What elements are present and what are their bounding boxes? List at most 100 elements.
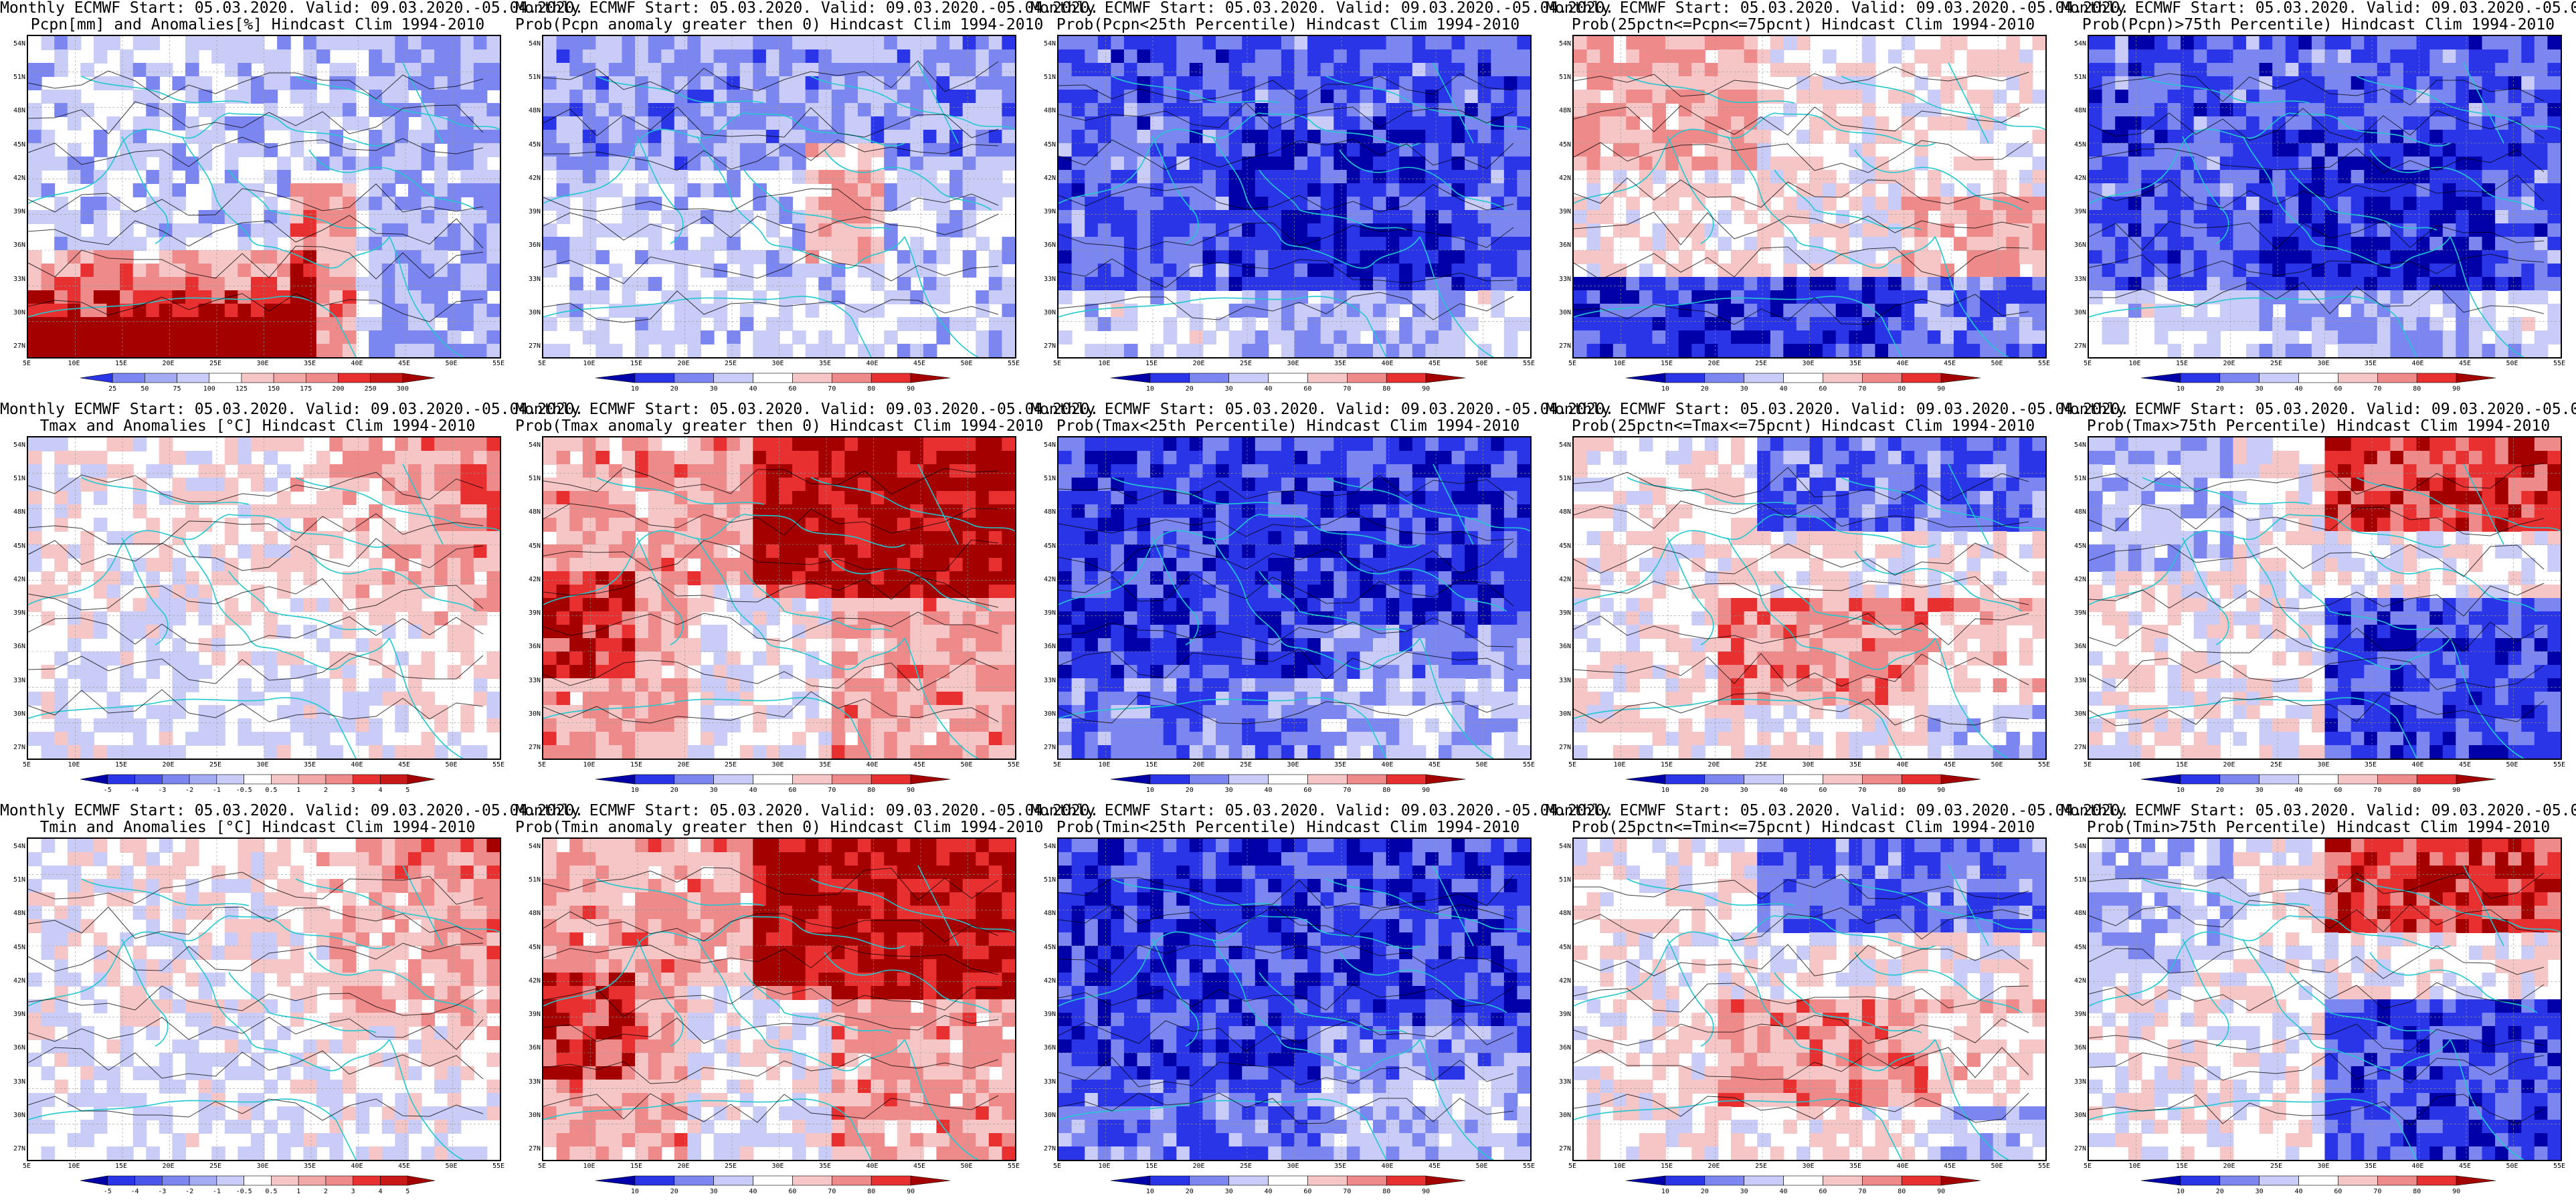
- colorbar-tick-label: -0.5: [236, 1188, 252, 1195]
- longitude-label: 30E: [1287, 360, 1299, 367]
- forecast-map: [1057, 35, 1532, 359]
- latitude-label: 48N: [2074, 107, 2086, 115]
- colorbar-swatch: [870, 1175, 911, 1186]
- panel-title-line1: Monthly ECMWF Start: 05.03.2020. Valid: …: [0, 401, 584, 418]
- colorbar-tick-label: 30: [1740, 1188, 1748, 1195]
- latitude-label: 27N: [1043, 1145, 1056, 1152]
- forecast-map: [2088, 436, 2562, 760]
- latitude-label: 42N: [13, 174, 25, 182]
- panel-title-line1: Monthly ECMWF Start: 05.03.2020. Valid: …: [1546, 401, 2130, 418]
- colorbar-swatch: [1704, 1175, 1744, 1186]
- colorbar-swatch: [1665, 774, 1706, 785]
- longitude-label: 35E: [1849, 761, 1862, 769]
- longitude-label: 25E: [1754, 360, 1768, 367]
- map-field-svg: [1059, 36, 1530, 357]
- longitude-label: 55E: [1522, 761, 1536, 769]
- longitude-label: 15E: [1660, 360, 1673, 367]
- longitude-label: 20E: [162, 1163, 175, 1170]
- longitude-label: 30E: [1802, 1163, 1815, 1170]
- latitude-label: 48N: [528, 107, 541, 115]
- colorbar-swatch: [325, 1175, 353, 1186]
- latitude-label: 30N: [2074, 710, 2086, 718]
- longitude-label: 5E: [22, 761, 31, 769]
- longitude-label: 15E: [2175, 761, 2189, 769]
- latitude-label: 33N: [1558, 1078, 1571, 1086]
- latitude-label: 33N: [2074, 676, 2086, 684]
- longitude-label: 50E: [960, 761, 973, 769]
- longitude-label: 50E: [960, 360, 973, 367]
- colorbar-tick-label: 70: [1858, 787, 1866, 794]
- colorbar-swatch: [1228, 373, 1269, 383]
- colorbar-swatch: [2456, 1175, 2496, 1186]
- panel-title-line2: Pcpn[mm] and Anomalies[%] Hindcast Clim …: [30, 16, 485, 33]
- longitude-label: 30E: [2317, 1163, 2330, 1170]
- latitude-label: 33N: [528, 1078, 541, 1086]
- panel-title-line2: Prob(Tmin>75th Percentile) Hindcast Clim…: [2086, 819, 2551, 836]
- longitude-label: 40E: [1381, 1163, 1394, 1170]
- colorbar-swatch: [910, 373, 951, 383]
- colorbar: 10 20 30 40 60 70 80 90: [2061, 372, 2576, 399]
- colorbar-tick-label: 90: [1937, 787, 1945, 794]
- colorbar-tick-label: 10: [1661, 1188, 1669, 1195]
- latitude-label: 36N: [528, 1044, 541, 1052]
- forecast-map-panel: Monthly ECMWF Start: 05.03.2020. Valid: …: [515, 803, 1099, 1204]
- colorbar: 10 20 30 40 60 70 80 90: [1546, 773, 2061, 800]
- longitude-label: 30E: [2317, 761, 2330, 769]
- latitude-label: 54N: [1558, 40, 1571, 47]
- forecast-map-panel: Monthly ECMWF Start: 05.03.2020. Valid: …: [1030, 803, 1614, 1204]
- colorbar-swatch: [674, 774, 714, 785]
- colorbar-swatch: [595, 1175, 636, 1186]
- colorbar-swatch: [2338, 373, 2378, 383]
- latitude-label: 30N: [1558, 308, 1571, 316]
- colorbar-swatch: [2140, 774, 2181, 785]
- colorbar-swatch: [832, 373, 872, 383]
- latitude-label: 36N: [1043, 643, 1056, 651]
- colorbar: 10 20 30 40 60 70 80 90: [515, 372, 1030, 399]
- panel-title-line2: Tmax and Anomalies [°C] Hindcast Clim 19…: [39, 417, 476, 435]
- colorbar-tick-label: 90: [2452, 385, 2460, 393]
- colorbar-swatch: [1665, 1175, 1706, 1186]
- latitude-label: 45N: [2074, 542, 2086, 550]
- colorbar-swatch: [1149, 373, 1190, 383]
- colorbar: 10 20 30 40 60 70 80 90: [1546, 372, 2061, 399]
- longitude-label: 25E: [1754, 761, 1768, 769]
- longitude-label: 10E: [1098, 360, 1111, 367]
- latitude-label: 45N: [1043, 943, 1056, 951]
- latitude-label: 45N: [1558, 943, 1571, 951]
- latitude-label: 39N: [1043, 208, 1056, 216]
- latitude-label: 48N: [528, 910, 541, 918]
- colorbar-tick-label: 80: [867, 385, 875, 393]
- forecast-map-panel: Monthly ECMWF Start: 05.03.2020. Valid: …: [0, 803, 583, 1204]
- colorbar-swatch: [244, 1175, 272, 1186]
- latitude-label: 33N: [528, 676, 541, 684]
- colorbar-swatch: [1783, 373, 1823, 383]
- latitude-label: 51N: [1043, 74, 1056, 82]
- panel-title-line2: Prob(Pcpn<25th Percentile) Hindcast Clim…: [1056, 16, 1520, 33]
- colorbar-swatch: [1149, 1175, 1190, 1186]
- longitude-label: 55E: [2037, 1163, 2051, 1170]
- colorbar-swatch: [1425, 1175, 1466, 1186]
- latitude-label: 33N: [1043, 676, 1056, 684]
- colorbar-tick-label: 75: [173, 385, 181, 393]
- forecast-map: [2088, 837, 2562, 1161]
- latitude-label: 42N: [1043, 977, 1056, 985]
- panel-title-line1: Monthly ECMWF Start: 05.03.2020. Valid: …: [2061, 401, 2576, 418]
- latitude-label: 36N: [1043, 241, 1056, 249]
- colorbar-tick-label: 40: [749, 787, 757, 794]
- colorbar-swatch: [1665, 373, 1706, 383]
- longitude-label: 35E: [1333, 1163, 1347, 1170]
- colorbar-tick-label: -5: [104, 787, 112, 794]
- longitude-label: 55E: [1522, 360, 1536, 367]
- map-field-svg: [543, 437, 1015, 759]
- colorbar-swatch: [1625, 373, 1666, 383]
- longitude-label: 15E: [1660, 761, 1673, 769]
- longitude-label: 5E: [22, 1163, 31, 1170]
- colorbar-swatch: [241, 373, 274, 383]
- colorbar-swatch: [1347, 373, 1387, 383]
- colorbar-swatch: [1189, 774, 1229, 785]
- latitude-label: 30N: [13, 308, 25, 316]
- colorbar-swatch: [134, 1175, 163, 1186]
- latitude-label: 48N: [2074, 910, 2086, 918]
- map-field-svg: [28, 839, 500, 1160]
- colorbar-tick-label: 60: [788, 1188, 796, 1195]
